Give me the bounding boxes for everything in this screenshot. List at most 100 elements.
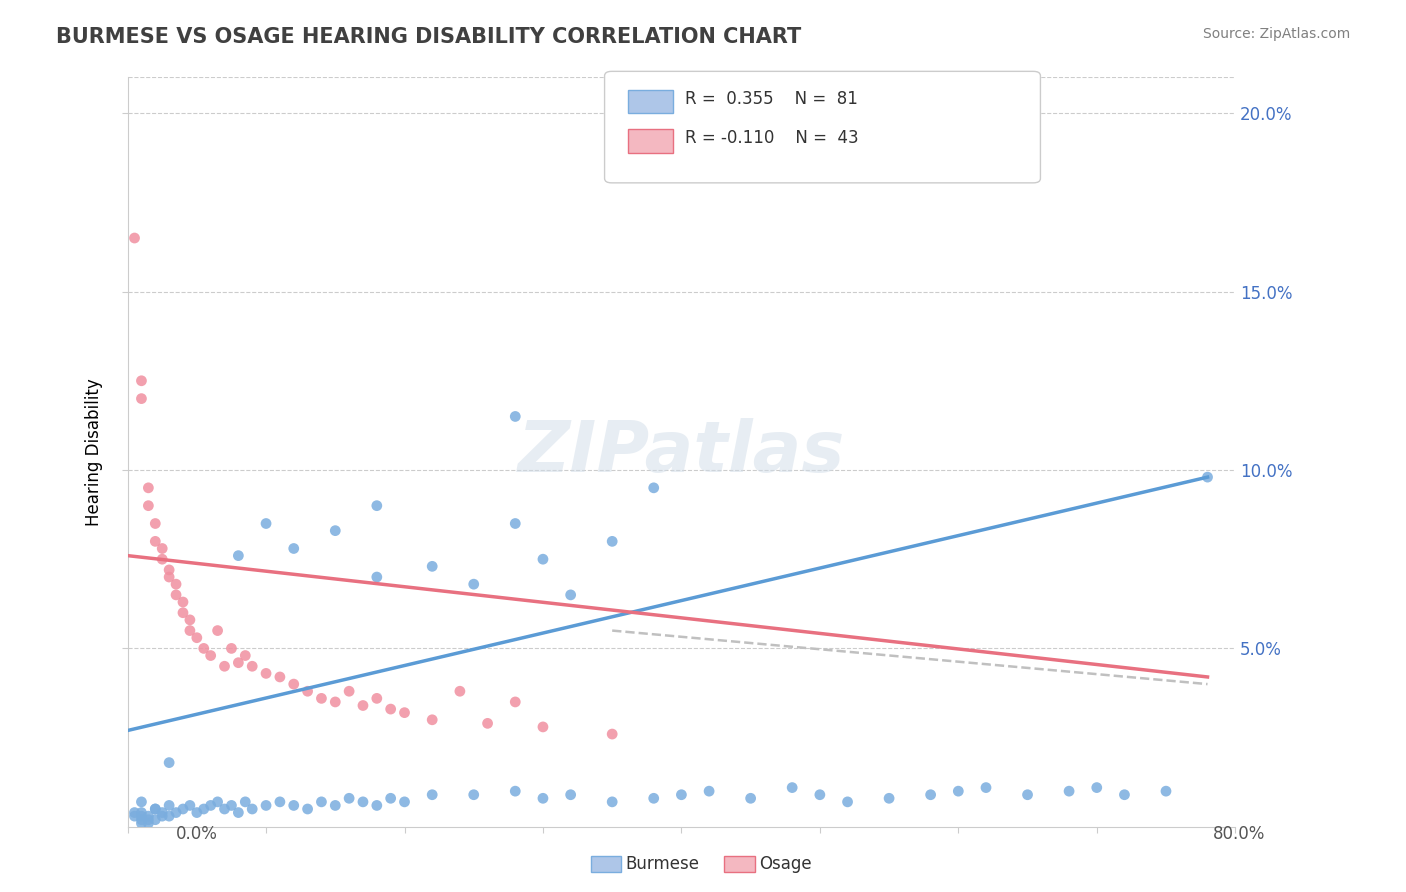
Point [131, 809, 153, 823]
Point [131, 374, 153, 388]
Point [463, 788, 485, 802]
Point [165, 588, 187, 602]
Point [240, 659, 263, 673]
Point [124, 809, 146, 823]
Point [531, 720, 554, 734]
Point [165, 577, 187, 591]
Point [420, 788, 443, 802]
Point [138, 816, 160, 830]
Point [449, 684, 471, 698]
Point [228, 805, 250, 820]
Text: R = -0.110    N =  43: R = -0.110 N = 43 [685, 129, 858, 147]
Text: ZIPatlas: ZIPatlas [517, 417, 845, 487]
Point [531, 791, 554, 805]
Point [600, 534, 623, 549]
Point [143, 802, 166, 816]
Point [179, 624, 201, 638]
Point [420, 713, 443, 727]
Point [877, 791, 900, 805]
Point [337, 684, 360, 698]
Point [323, 798, 346, 813]
Point [283, 798, 305, 813]
Point [420, 559, 443, 574]
Point [131, 805, 153, 820]
Point [143, 802, 166, 816]
Point [131, 795, 153, 809]
Point [228, 549, 250, 563]
Point [179, 798, 201, 813]
Point [240, 802, 263, 816]
Point [138, 809, 160, 823]
Point [311, 795, 333, 809]
Point [186, 631, 208, 645]
Point [837, 795, 859, 809]
Point [124, 805, 146, 820]
Point [643, 481, 665, 495]
Point [143, 813, 166, 827]
Point [297, 684, 319, 698]
Text: 80.0%: 80.0% [1213, 825, 1265, 843]
Point [233, 795, 256, 809]
Text: R =  0.355    N =  81: R = 0.355 N = 81 [685, 90, 858, 108]
Point [172, 595, 194, 609]
Point [920, 788, 942, 802]
Point [207, 624, 229, 638]
Point [366, 570, 388, 584]
Point [1017, 788, 1039, 802]
Point [233, 648, 256, 663]
Point [254, 798, 277, 813]
Point [150, 805, 173, 820]
Point [150, 809, 173, 823]
Point [150, 541, 173, 556]
Point [311, 691, 333, 706]
Point [780, 780, 803, 795]
Point [143, 534, 166, 549]
Point [283, 677, 305, 691]
Point [1017, 124, 1039, 138]
Point [531, 552, 554, 566]
Point [138, 813, 160, 827]
Point [337, 791, 360, 805]
Point [1114, 788, 1136, 802]
Point [131, 816, 153, 830]
Text: Source: ZipAtlas.com: Source: ZipAtlas.com [1202, 27, 1350, 41]
Point [200, 798, 222, 813]
Point [193, 641, 215, 656]
Point [165, 805, 187, 820]
Point [380, 702, 402, 716]
Point [157, 798, 180, 813]
Point [214, 659, 236, 673]
Point [172, 606, 194, 620]
Point [131, 392, 153, 406]
Point [380, 791, 402, 805]
Point [697, 784, 720, 798]
Point [138, 499, 160, 513]
Point [157, 563, 180, 577]
Text: 0.0%: 0.0% [176, 825, 218, 843]
Point [200, 648, 222, 663]
Point [1057, 784, 1080, 798]
Point [221, 798, 243, 813]
Point [150, 552, 173, 566]
Point [214, 802, 236, 816]
Point [283, 541, 305, 556]
Point [352, 795, 374, 809]
Point [600, 795, 623, 809]
Point [186, 805, 208, 820]
Point [463, 577, 485, 591]
Point [254, 516, 277, 531]
Point [600, 727, 623, 741]
Point [228, 656, 250, 670]
Point [948, 784, 970, 798]
Point [560, 588, 582, 602]
Point [124, 231, 146, 245]
Point [477, 716, 499, 731]
Point [503, 516, 526, 531]
Point [503, 695, 526, 709]
Point [297, 802, 319, 816]
Point [643, 791, 665, 805]
Point [503, 409, 526, 424]
Point [1154, 784, 1177, 798]
Point [740, 791, 762, 805]
Point [157, 756, 180, 770]
